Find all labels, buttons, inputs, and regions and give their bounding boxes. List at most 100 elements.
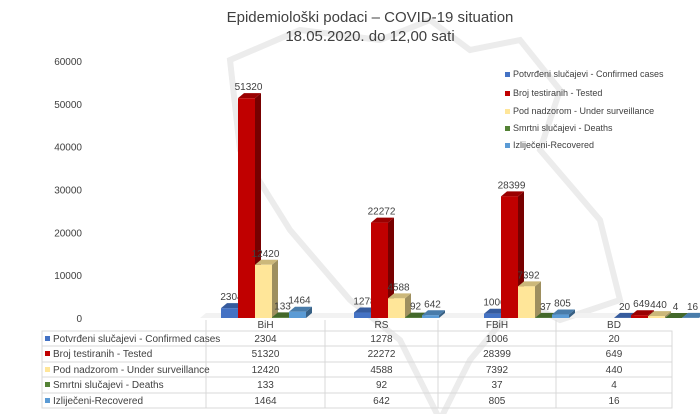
bar-top bbox=[238, 93, 261, 99]
bar-top bbox=[371, 217, 394, 223]
y-tick-label: 20000 bbox=[54, 228, 82, 239]
bar-front bbox=[354, 312, 371, 318]
table-row-label: Potvrđeni slučajevi - Confirmed cases bbox=[53, 334, 220, 345]
bar-front bbox=[631, 315, 648, 318]
category-label: BiH bbox=[257, 320, 273, 331]
data-label: 20 bbox=[619, 302, 631, 313]
table-row-label: Pod nadzorom - Under surveillance bbox=[53, 365, 210, 376]
data-label: 12420 bbox=[252, 249, 280, 260]
bar-side bbox=[306, 306, 312, 318]
bar-side bbox=[439, 310, 445, 318]
table-border bbox=[41, 330, 673, 409]
bar-front bbox=[648, 316, 665, 318]
bar bbox=[552, 309, 575, 318]
data-label: 1006 bbox=[483, 298, 506, 309]
data-label: 92 bbox=[410, 302, 422, 313]
bar-front bbox=[552, 314, 569, 318]
bar bbox=[371, 217, 394, 318]
table-cell: 16 bbox=[608, 396, 620, 407]
bar-top bbox=[518, 281, 541, 287]
data-label: 649 bbox=[633, 299, 650, 310]
y-tick-label: 60000 bbox=[54, 57, 82, 68]
bar bbox=[255, 259, 278, 318]
table-cell: 2304 bbox=[254, 334, 277, 345]
table-cell: 1278 bbox=[370, 334, 393, 345]
bar-front bbox=[371, 222, 388, 318]
table-cell: 1006 bbox=[486, 334, 509, 345]
data-label: 440 bbox=[650, 300, 667, 311]
bar-side bbox=[535, 281, 541, 318]
legend-swatch bbox=[505, 109, 510, 114]
legend-label: Potvrđeni slučajevi - Confirmed cases bbox=[513, 69, 664, 79]
bar-top bbox=[289, 306, 312, 312]
table-swatch bbox=[45, 336, 50, 341]
table-swatch bbox=[45, 398, 50, 403]
table-cell: 37 bbox=[491, 380, 503, 391]
table-row-label: Broj testiranih - Tested bbox=[53, 349, 152, 360]
bar-side bbox=[569, 309, 575, 318]
data-label: 1464 bbox=[288, 296, 311, 307]
legend-label: Izliječeni-Recovered bbox=[513, 140, 594, 150]
legend-swatch bbox=[505, 72, 510, 77]
table-cell: 1464 bbox=[254, 396, 277, 407]
legend-swatch bbox=[505, 126, 510, 131]
table-swatch bbox=[45, 351, 50, 356]
data-label: 22272 bbox=[368, 207, 396, 218]
table-row-label: Izliječeni-Recovered bbox=[53, 396, 143, 407]
bar-top bbox=[388, 293, 411, 299]
bar-front bbox=[272, 317, 289, 318]
table-cell: 649 bbox=[606, 349, 623, 360]
bar-front bbox=[484, 313, 501, 318]
table-cell: 20 bbox=[608, 334, 620, 345]
data-label: 1278 bbox=[353, 297, 376, 308]
table-cell: 642 bbox=[373, 396, 390, 407]
bar-front bbox=[388, 298, 405, 318]
bar-front bbox=[518, 286, 535, 318]
table-cell: 51320 bbox=[252, 349, 280, 360]
y-tick-label: 30000 bbox=[54, 186, 82, 197]
bar bbox=[648, 311, 671, 318]
table-cell: 440 bbox=[606, 365, 623, 376]
y-tick-label: 10000 bbox=[54, 271, 82, 282]
bar-front bbox=[221, 308, 238, 318]
category-label: BD bbox=[607, 320, 621, 331]
legend-label: Smrtni slučajevi - Deaths bbox=[513, 123, 613, 133]
data-label: 37 bbox=[540, 302, 552, 313]
chart-title: Epidemiološki podaci – COVID-19 situatio… bbox=[227, 9, 514, 26]
legend-label: Broj testiranih - Tested bbox=[513, 88, 602, 98]
bar-front bbox=[501, 196, 518, 318]
bar-top bbox=[682, 312, 700, 318]
data-label: 4 bbox=[673, 302, 679, 313]
bar-top bbox=[255, 259, 278, 265]
data-label: 16 bbox=[687, 302, 699, 313]
y-tick-label: 40000 bbox=[54, 143, 82, 154]
bar-front bbox=[422, 315, 439, 318]
bar bbox=[422, 310, 445, 318]
table-cell: 22272 bbox=[368, 349, 396, 360]
bar-side bbox=[272, 259, 278, 318]
category-label: FBiH bbox=[486, 320, 508, 331]
bar-top bbox=[422, 310, 445, 316]
category-label: RS bbox=[375, 320, 389, 331]
bar-side bbox=[388, 217, 394, 318]
bar-side bbox=[405, 293, 411, 318]
data-label: 2304 bbox=[220, 292, 243, 303]
table-cell: 28399 bbox=[483, 349, 511, 360]
data-label: 642 bbox=[424, 299, 441, 310]
table-cell: 7392 bbox=[486, 365, 509, 376]
table-cell: 805 bbox=[489, 396, 506, 407]
map-watermark bbox=[226, 16, 624, 414]
table-cell: 4588 bbox=[370, 365, 393, 376]
y-tick-label: 0 bbox=[76, 314, 82, 325]
bar-front bbox=[289, 311, 306, 318]
bar-top bbox=[552, 309, 575, 315]
bar-front bbox=[255, 264, 272, 318]
table-swatch bbox=[45, 367, 50, 372]
chart-subtitle: 18.05.2020. do 12,00 sati bbox=[285, 28, 454, 45]
bar-side bbox=[665, 311, 671, 318]
legend-label: Pod nadzorom - Under surveillance bbox=[513, 106, 654, 116]
bar bbox=[388, 293, 411, 318]
bar-top bbox=[648, 311, 671, 317]
